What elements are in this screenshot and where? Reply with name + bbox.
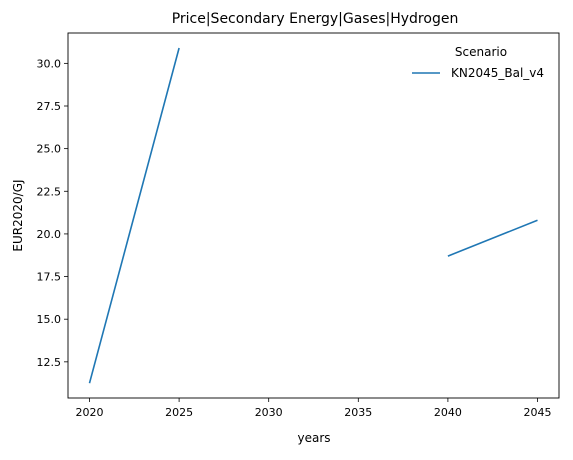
y-tick-label: 27.5 [37,100,62,113]
x-tick-label: 2045 [523,406,551,419]
y-tick-label: 20.0 [37,228,62,241]
legend: Scenario KN2045_Bal_v4 [412,45,544,80]
x-tick-label: 2040 [434,406,462,419]
plot-frame [67,32,560,399]
y-tick-label: 15.0 [37,313,62,326]
y-tick-label: 25.0 [37,143,62,156]
y-tick-label: 12.5 [37,356,62,369]
x-axis-label: years [297,431,330,445]
chart-title: Price|Secondary Energy|Gases|Hydrogen [172,11,459,27]
x-tick-label: 2025 [165,406,193,419]
y-axis-label: EUR2020/GJ [11,179,25,251]
plot-area [88,47,538,384]
y-tick-label: 30.0 [37,57,62,70]
legend-title: Scenario [455,45,507,59]
y-tick-label: 22.5 [37,185,62,198]
y-tick-label: 17.5 [37,271,62,284]
legend-entry-label: KN2045_Bal_v4 [451,66,544,80]
series-line-segment [447,219,538,257]
x-tick-label: 2020 [76,406,104,419]
x-tick-label: 2035 [344,406,372,419]
legend-items: KN2045_Bal_v4 [412,66,544,80]
x-tick-label: 2030 [255,406,283,419]
series-line-segment [88,47,180,384]
